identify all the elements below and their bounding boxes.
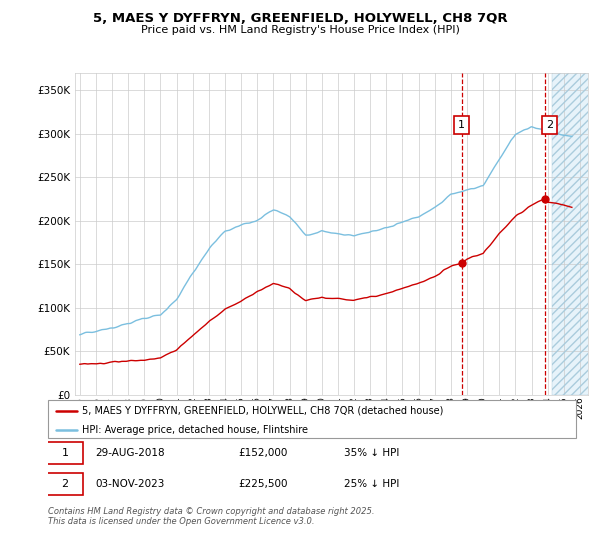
Text: 35% ↓ HPI: 35% ↓ HPI [344, 448, 399, 458]
Text: 1: 1 [458, 120, 465, 130]
Text: Contains HM Land Registry data © Crown copyright and database right 2025.
This d: Contains HM Land Registry data © Crown c… [48, 507, 374, 526]
Text: 2: 2 [61, 479, 68, 489]
Text: 1: 1 [61, 448, 68, 458]
Text: 5, MAES Y DYFFRYN, GREENFIELD, HOLYWELL, CH8 7QR (detached house): 5, MAES Y DYFFRYN, GREENFIELD, HOLYWELL,… [82, 405, 443, 416]
Text: 5, MAES Y DYFFRYN, GREENFIELD, HOLYWELL, CH8 7QR: 5, MAES Y DYFFRYN, GREENFIELD, HOLYWELL,… [92, 12, 508, 25]
Text: £152,000: £152,000 [238, 448, 287, 458]
Text: 2: 2 [547, 120, 553, 130]
Text: Price paid vs. HM Land Registry's House Price Index (HPI): Price paid vs. HM Land Registry's House … [140, 25, 460, 35]
Bar [552, 73, 600, 395]
Text: HPI: Average price, detached house, Flintshire: HPI: Average price, detached house, Flin… [82, 424, 308, 435]
Text: 03-NOV-2023: 03-NOV-2023 [95, 479, 165, 489]
Text: 29-AUG-2018: 29-AUG-2018 [95, 448, 165, 458]
Bar [552, 73, 600, 395]
Text: 25% ↓ HPI: 25% ↓ HPI [344, 479, 399, 489]
FancyBboxPatch shape [47, 442, 83, 464]
FancyBboxPatch shape [48, 400, 576, 438]
Text: £225,500: £225,500 [238, 479, 287, 489]
FancyBboxPatch shape [47, 473, 83, 495]
